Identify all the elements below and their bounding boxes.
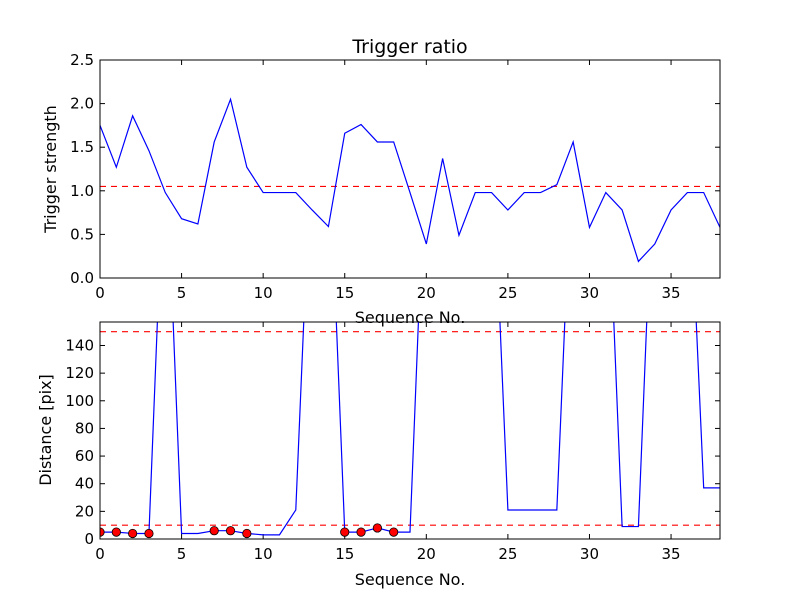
y-tick-label: 0.0 xyxy=(70,269,94,287)
x-tick-label: 25 xyxy=(498,545,517,563)
x-tick-label: 10 xyxy=(254,284,273,302)
data-point xyxy=(209,526,219,536)
data-point xyxy=(111,527,121,537)
x-tick-label: 30 xyxy=(580,545,599,563)
data-point xyxy=(372,523,382,533)
x-tick-label: 30 xyxy=(580,284,599,302)
x-tick-label: 20 xyxy=(417,545,436,563)
x-tick-label: 15 xyxy=(335,284,354,302)
y-tick-label: 2.0 xyxy=(70,95,94,113)
plot-area xyxy=(100,97,720,263)
x-tick-label: 0 xyxy=(95,284,105,302)
y-tick-label: 0 xyxy=(84,530,94,548)
chart-title: Trigger ratio xyxy=(351,36,467,58)
x-tick-label: 5 xyxy=(177,284,187,302)
data-point xyxy=(128,528,138,539)
trigger-ratio-chart: Trigger ratio 0 5 10 15 20 25 30 35 0.0 0.5 1.0 1.5… xyxy=(41,36,721,327)
y-axis-label: Distance [pix] xyxy=(36,374,55,486)
x-tick-label: 10 xyxy=(254,545,273,563)
y-tick-label: 1.5 xyxy=(70,138,94,156)
x-tick-label: 15 xyxy=(335,545,354,563)
y-tick-label: 80 xyxy=(75,419,94,437)
data-point xyxy=(340,527,350,537)
y-tick-label: 20 xyxy=(75,502,94,520)
y-tick-label: 40 xyxy=(75,475,94,493)
plot-frame xyxy=(99,321,721,540)
data-point xyxy=(225,526,236,536)
data-point xyxy=(144,528,154,539)
y-tick-label: 60 xyxy=(75,447,94,465)
x-tick-label: 0 xyxy=(95,545,105,563)
x-axis-label: Sequence No. xyxy=(355,308,466,327)
data-point xyxy=(356,527,366,537)
y-tick-label: 140 xyxy=(65,336,94,354)
y-tick-label: 1.0 xyxy=(70,182,94,200)
data-point xyxy=(242,528,252,539)
x-axis-label: Sequence No. xyxy=(355,570,466,589)
series-line xyxy=(100,322,720,536)
series-line xyxy=(100,97,720,263)
y-tick-label: 2.5 xyxy=(70,51,94,69)
distance-chart: 0 5 10 15 20 25 30 35 0 20 40 60 80 100 120 140 Sequenc… xyxy=(36,321,721,589)
y-tick-label: 100 xyxy=(65,392,94,410)
data-point xyxy=(389,527,399,537)
x-tick-label: 5 xyxy=(177,545,187,563)
x-tick-label: 25 xyxy=(498,284,517,302)
y-tick-label: 120 xyxy=(65,364,94,382)
x-tick-label: 35 xyxy=(662,545,681,563)
y-tick-label: 0.5 xyxy=(70,225,94,243)
x-tick-label: 35 xyxy=(662,284,681,302)
x-tick-label: 20 xyxy=(417,284,436,302)
y-axis-label: Trigger strength xyxy=(41,105,60,234)
plot-area xyxy=(100,322,720,539)
plot-frame xyxy=(99,59,721,279)
